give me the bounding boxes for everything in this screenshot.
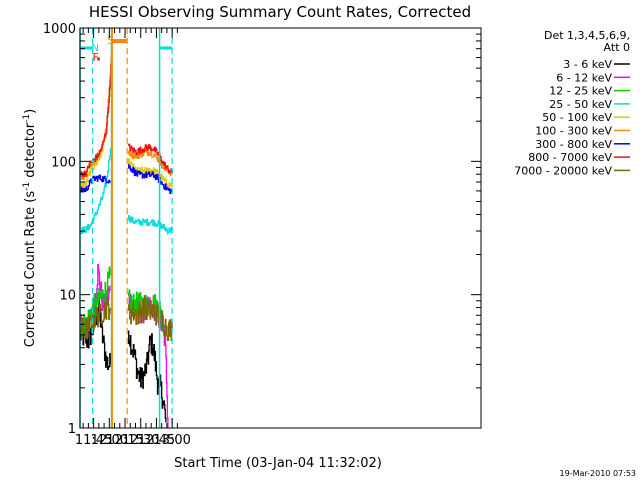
y-label-mid: detector	[23, 122, 38, 182]
x-tick-label: 12:00	[91, 433, 128, 448]
y-axis-label: Corrected Count Rate (s-1 detector-1)	[22, 109, 38, 347]
y-tick-label: 10	[59, 289, 76, 304]
legend-label: 800 - 7000 keV	[528, 151, 612, 164]
overlay-layer: NFS	[79, 28, 173, 428]
x-axis-label: Start Time (03-Jan-04 11:32:02)	[174, 456, 382, 471]
series-layer	[79, 52, 173, 428]
x-tick-label: 12:30	[122, 433, 159, 448]
series-9-segment-2	[128, 296, 173, 342]
y-tick-label: 1000	[43, 22, 76, 37]
x-tick-label: 12:15	[106, 433, 143, 448]
legend-label: 7000 - 20000 keV	[514, 164, 612, 177]
y-axis: 1 10 100 1000	[43, 22, 481, 437]
annotation-n: N	[91, 43, 98, 54]
annotation-s: S	[107, 34, 114, 47]
legend-header-line1: Det 1,3,4,5,6,9,	[544, 29, 630, 42]
y-label-sup1: -1	[22, 182, 32, 191]
series-7-segment-2	[128, 163, 173, 195]
y-tick-label: 1	[68, 422, 76, 437]
y-label-sup2: -1	[22, 114, 32, 123]
legend-label: 3 - 6 keV	[563, 58, 612, 71]
annotation-f: F	[93, 51, 99, 64]
footer-timestamp: 19-Mar-2010 07:53	[560, 469, 637, 478]
y-label-end: )	[23, 109, 38, 114]
series-8-segment-2	[128, 143, 173, 174]
chart-title: HESSI Observing Summary Count Rates, Cor…	[89, 3, 471, 21]
x-tick-label: 11:45	[75, 433, 112, 448]
y-tick-label: 100	[51, 155, 76, 170]
series-9-segment-1	[79, 296, 112, 340]
series-7-segment-1	[79, 174, 112, 194]
legend-label: 25 - 50 keV	[549, 98, 612, 111]
x-tick-label: 12:45	[138, 433, 175, 448]
legend-label: 300 - 800 keV	[535, 138, 612, 151]
legend-label: 6 - 12 keV	[556, 71, 612, 84]
y-label-main: Corrected Count Rate (s	[23, 191, 38, 348]
legend-header-line2: Att 0	[604, 41, 630, 54]
series-4-segment-2	[128, 214, 173, 235]
legend-label: 12 - 25 keV	[549, 85, 612, 98]
legend-label: 100 - 300 keV	[535, 125, 612, 138]
plot-frame	[79, 27, 482, 429]
series-8-segment-1	[79, 55, 113, 178]
legend-label: 50 - 100 keV	[542, 111, 612, 124]
x-tick-label: 13:00	[153, 433, 190, 448]
